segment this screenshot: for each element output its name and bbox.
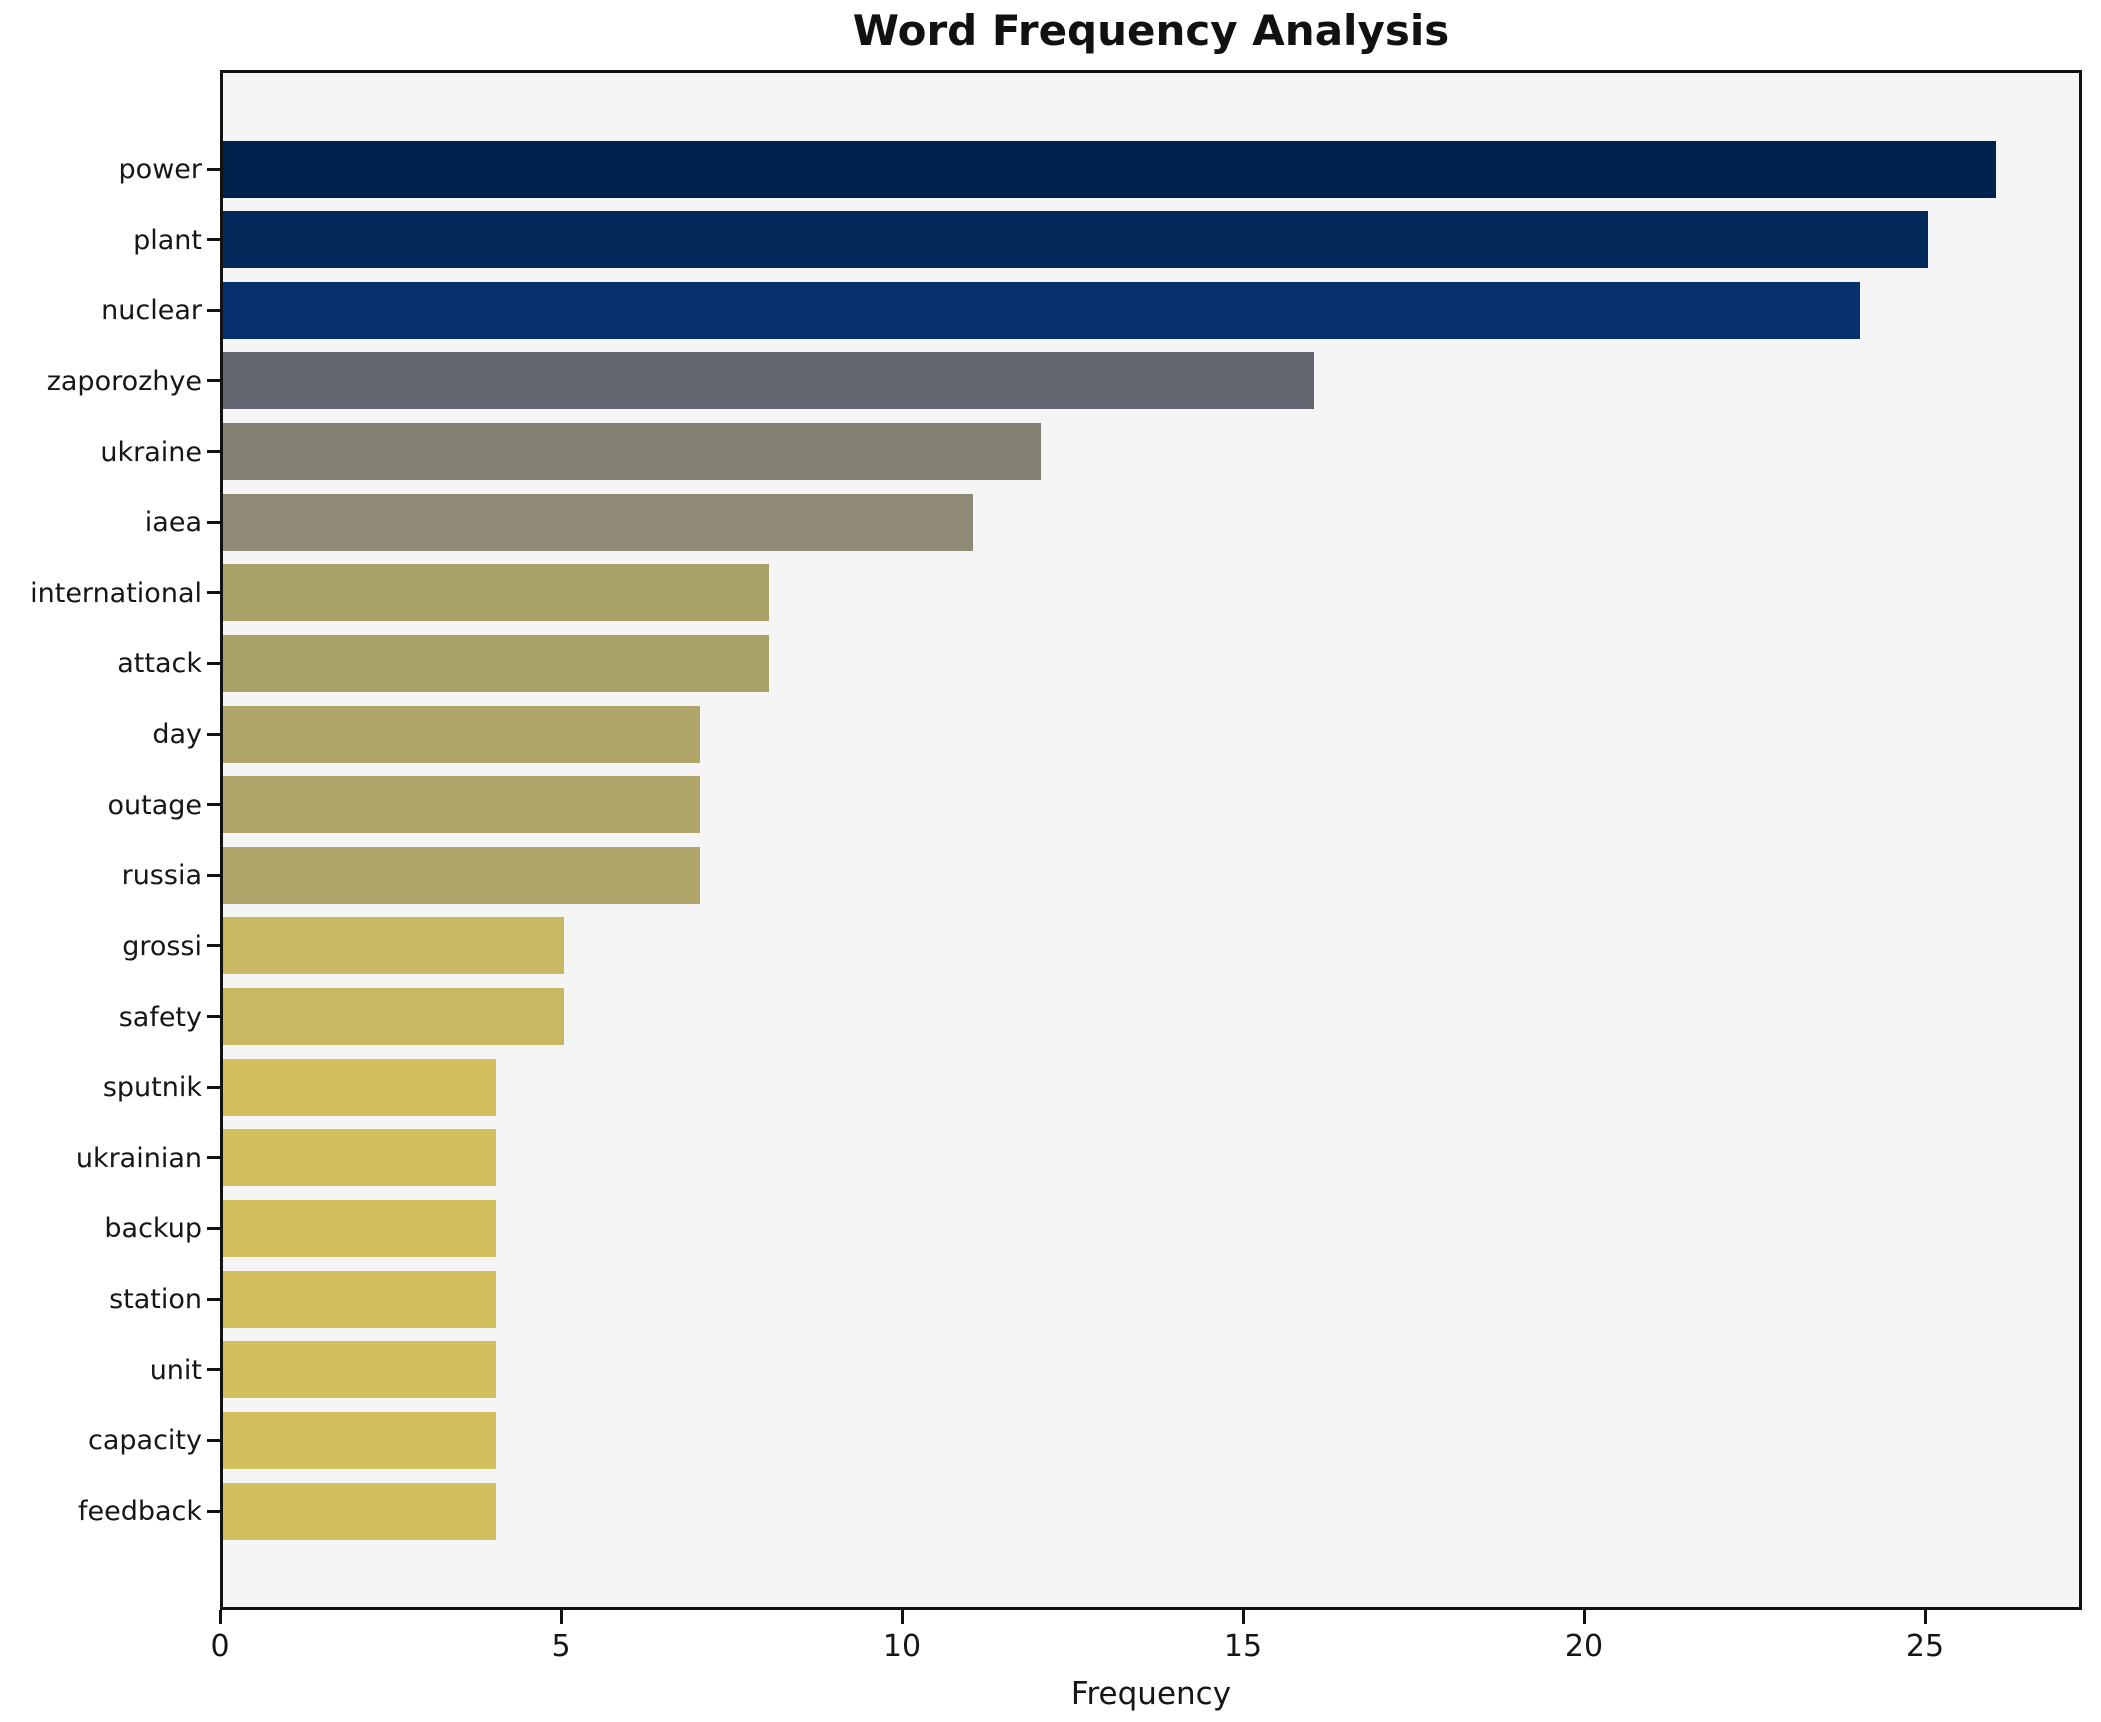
y-tick-mark: [207, 662, 220, 665]
y-tick-label-international: international: [30, 578, 202, 609]
y-tick-mark: [207, 733, 220, 736]
y-tick-label-backup: backup: [104, 1213, 202, 1244]
bar-plant: [223, 211, 1928, 268]
y-tick-mark: [207, 521, 220, 524]
bar-zaporozhye: [223, 352, 1314, 409]
y-tick-label-plant: plant: [133, 225, 202, 256]
y-tick-label-power: power: [118, 154, 202, 185]
bar-safety: [223, 988, 564, 1045]
y-tick-mark: [207, 379, 220, 382]
y-tick-mark: [207, 238, 220, 241]
bar-iaea: [223, 494, 973, 551]
x-tick-label-10: 10: [882, 1629, 922, 1664]
bar-feedback: [223, 1483, 496, 1540]
y-tick-mark: [207, 1156, 220, 1159]
y-tick-mark: [207, 309, 220, 312]
y-tick-mark: [207, 1015, 220, 1018]
x-tick-mark: [1583, 1610, 1586, 1624]
bar-unit: [223, 1341, 496, 1398]
y-tick-label-nuclear: nuclear: [101, 295, 202, 326]
y-tick-label-russia: russia: [121, 860, 202, 891]
y-tick-label-ukraine: ukraine: [100, 437, 202, 468]
y-tick-label-day: day: [152, 719, 202, 750]
x-axis-label: Frequency: [1070, 1676, 1232, 1712]
y-tick-label-safety: safety: [118, 1002, 202, 1033]
y-tick-label-zaporozhye: zaporozhye: [46, 366, 202, 397]
x-tick-label-0: 0: [210, 1629, 230, 1664]
bar-sputnik: [223, 1059, 496, 1116]
y-tick-mark: [207, 450, 220, 453]
x-tick-mark: [219, 1610, 222, 1624]
y-tick-label-sputnik: sputnik: [102, 1072, 202, 1103]
bar-backup: [223, 1200, 496, 1257]
chart-title: Word Frequency Analysis: [852, 6, 1450, 55]
x-tick-mark: [1924, 1610, 1927, 1624]
bar-capacity: [223, 1412, 496, 1469]
bar-outage: [223, 776, 700, 833]
x-tick-label-5: 5: [551, 1629, 571, 1664]
y-tick-mark: [207, 1510, 220, 1513]
y-tick-mark: [207, 803, 220, 806]
y-tick-mark: [207, 1368, 220, 1371]
x-tick-label-25: 25: [1905, 1629, 1945, 1664]
y-tick-label-iaea: iaea: [144, 507, 202, 538]
x-tick-label-15: 15: [1223, 1629, 1263, 1664]
y-tick-mark: [207, 1298, 220, 1301]
y-tick-label-unit: unit: [149, 1355, 202, 1386]
y-tick-label-feedback: feedback: [77, 1496, 202, 1527]
bar-nuclear: [223, 282, 1860, 339]
y-tick-label-station: station: [109, 1284, 202, 1315]
bar-grossi: [223, 917, 564, 974]
y-tick-mark: [207, 168, 220, 171]
bar-ukraine: [223, 423, 1041, 480]
y-tick-label-outage: outage: [107, 790, 202, 821]
y-tick-label-grossi: grossi: [122, 931, 202, 962]
y-tick-label-ukrainian: ukrainian: [75, 1143, 202, 1174]
x-tick-mark: [901, 1610, 904, 1624]
bar-ukrainian: [223, 1129, 496, 1186]
bar-russia: [223, 847, 700, 904]
x-tick-label-20: 20: [1564, 1629, 1604, 1664]
y-tick-mark: [207, 874, 220, 877]
x-tick-mark: [1242, 1610, 1245, 1624]
y-tick-mark: [207, 591, 220, 594]
y-tick-mark: [207, 1227, 220, 1230]
bar-power: [223, 141, 1996, 198]
x-tick-mark: [560, 1610, 563, 1624]
bar-attack: [223, 635, 769, 692]
y-tick-mark: [207, 944, 220, 947]
y-tick-mark: [207, 1086, 220, 1089]
y-tick-label-attack: attack: [117, 648, 202, 679]
y-tick-mark: [207, 1439, 220, 1442]
y-tick-label-capacity: capacity: [88, 1425, 202, 1456]
bar-station: [223, 1271, 496, 1328]
bar-international: [223, 564, 769, 621]
bar-day: [223, 706, 700, 763]
